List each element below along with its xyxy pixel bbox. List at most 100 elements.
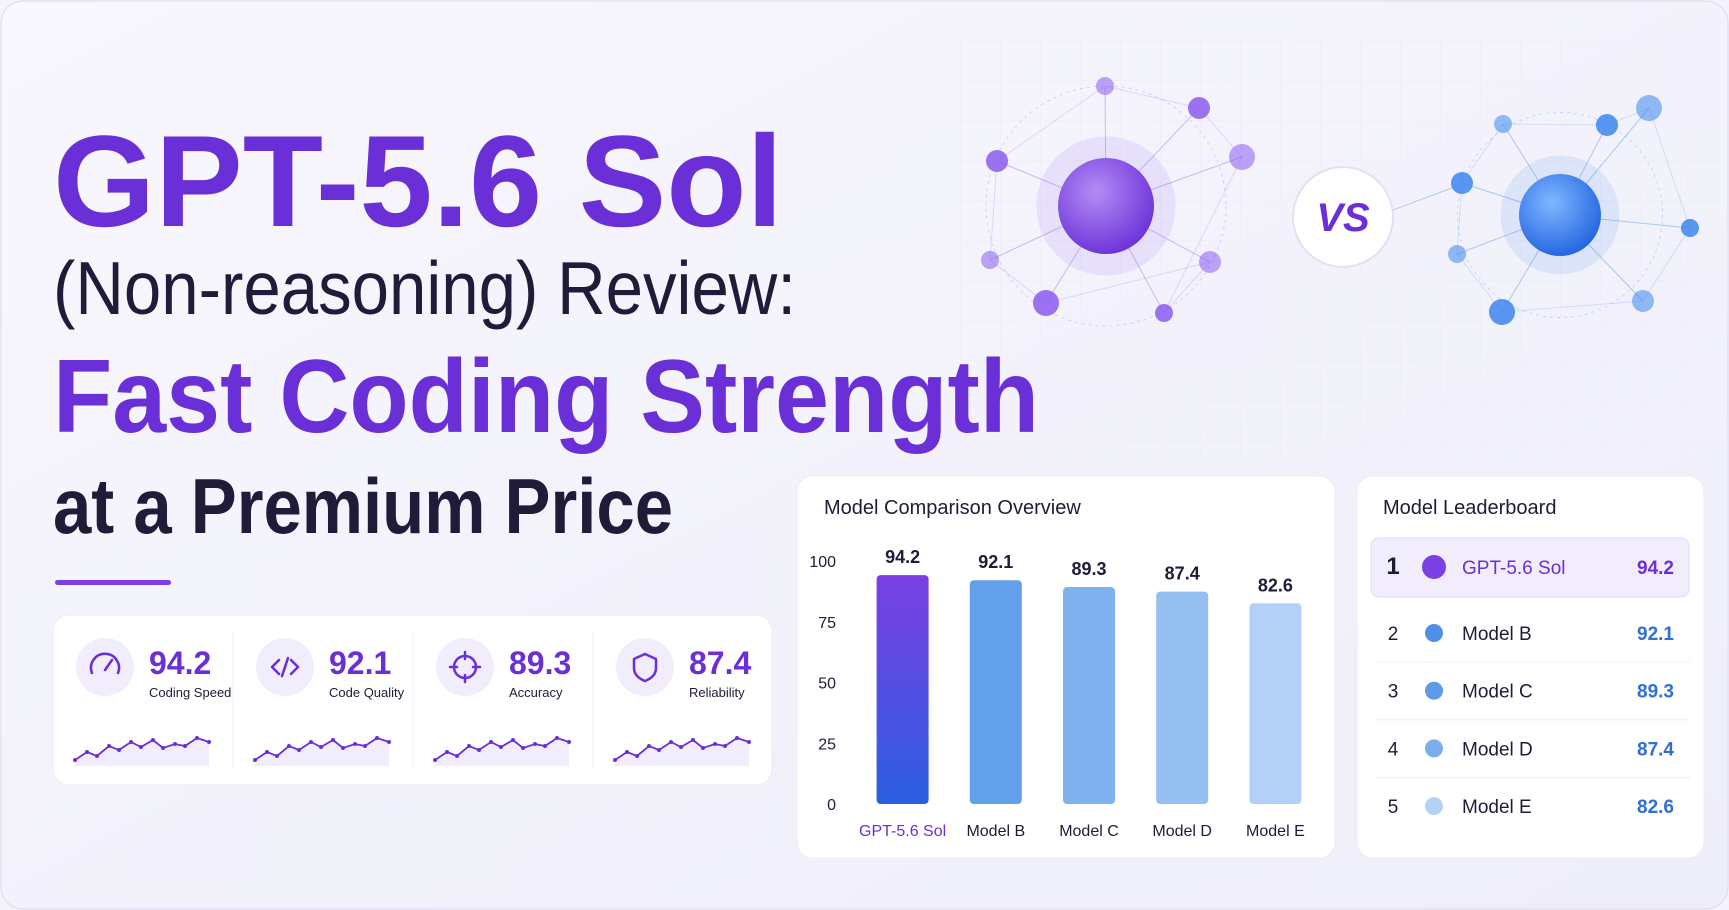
network-ring bbox=[1457, 112, 1663, 318]
sparkline-dot bbox=[161, 746, 165, 750]
sparkline-dot bbox=[363, 744, 367, 748]
model-name: Model B bbox=[1462, 624, 1532, 645]
model-name: Model D bbox=[1462, 739, 1533, 760]
sparkline-dot bbox=[613, 758, 617, 762]
bar bbox=[1063, 587, 1115, 804]
y-tick-label: 25 bbox=[818, 736, 836, 753]
chart: 0 25 50 75 100 94.2 GPT-5.6 Sol 92.1 Model B 89.3… bbox=[809, 547, 1304, 840]
x-tick-label: Model B bbox=[966, 823, 1025, 840]
sparkline-dot bbox=[499, 745, 503, 749]
value-label: 92.1 bbox=[978, 552, 1013, 572]
value-label: 82.6 bbox=[1258, 575, 1293, 595]
sparkline-dot bbox=[341, 746, 345, 750]
sparkline-dot bbox=[85, 750, 89, 754]
rank: 2 bbox=[1388, 624, 1399, 645]
rank: 4 bbox=[1388, 739, 1399, 760]
sparkline-dot bbox=[489, 740, 493, 744]
title-line: Fast Coding Strength bbox=[53, 339, 1039, 455]
network-node bbox=[1229, 144, 1255, 170]
stat-icon bbox=[270, 656, 300, 678]
sparkline-dot bbox=[555, 736, 559, 740]
network-node bbox=[1448, 245, 1466, 263]
sparkline-dot bbox=[511, 738, 515, 742]
chart-title: Model Comparison Overview bbox=[824, 497, 1081, 519]
value-label: 89.3 bbox=[1071, 559, 1106, 579]
stat-value: 92.1 bbox=[329, 645, 391, 681]
stat-label: Coding Speed bbox=[149, 685, 231, 700]
sparkline-dot bbox=[647, 744, 651, 748]
stat-label: Accuracy bbox=[509, 685, 563, 700]
sparkline-dot bbox=[151, 738, 155, 742]
stat-icon-bg bbox=[436, 638, 494, 696]
stat-icon bbox=[448, 650, 482, 684]
sparkline-dot bbox=[375, 736, 379, 740]
sparkline-dot bbox=[253, 758, 257, 762]
stat-label: Code Quality bbox=[329, 685, 405, 700]
network-node bbox=[1033, 290, 1059, 316]
rank: 3 bbox=[1388, 682, 1399, 703]
sparkline-dot bbox=[95, 754, 99, 758]
model-score: 94.2 bbox=[1637, 558, 1674, 579]
sparkline-dot bbox=[331, 738, 335, 742]
stat-icon bbox=[632, 652, 658, 683]
sparkline-dot bbox=[543, 744, 547, 748]
stat-value: 87.4 bbox=[689, 645, 751, 681]
network-node bbox=[1681, 219, 1699, 237]
stat-label: Reliability bbox=[689, 685, 745, 700]
model-score: 92.1 bbox=[1637, 624, 1674, 645]
value-label: 87.4 bbox=[1165, 564, 1200, 584]
bar bbox=[969, 580, 1022, 804]
sparkline-dot bbox=[265, 750, 269, 754]
network-link bbox=[1104, 85, 1200, 109]
model-name: GPT-5.6 Sol bbox=[1462, 558, 1566, 579]
x-tick-label: Model E bbox=[1246, 823, 1305, 840]
sparkline-dot bbox=[107, 744, 111, 748]
sparkline-dot bbox=[195, 736, 199, 740]
leaderboard-title: Model Leaderboard bbox=[1383, 497, 1556, 519]
sparkline-dot bbox=[455, 754, 459, 758]
stat-icon-bg bbox=[616, 638, 674, 696]
x-tick-label: Model C bbox=[1059, 823, 1119, 840]
network-node bbox=[1489, 299, 1515, 325]
network-node bbox=[1451, 172, 1473, 194]
sparkline-dot bbox=[467, 744, 471, 748]
y-tick-label: 50 bbox=[818, 676, 836, 693]
y-tick-label: 75 bbox=[818, 615, 836, 632]
sparkline-dot bbox=[713, 742, 717, 746]
network-link bbox=[1045, 261, 1211, 304]
model-score: 87.4 bbox=[1637, 739, 1674, 760]
network-link bbox=[1502, 123, 1608, 126]
model-dot bbox=[1425, 624, 1443, 642]
network-node bbox=[981, 251, 999, 269]
sparkline-dot bbox=[297, 748, 301, 752]
stat-value: 94.2 bbox=[149, 645, 211, 681]
title-line: (Non-reasoning) Review: bbox=[53, 246, 796, 330]
sparkline-dot bbox=[275, 754, 279, 758]
rank: 5 bbox=[1388, 797, 1399, 818]
title-underline bbox=[55, 580, 171, 585]
vs-badge bbox=[1292, 166, 1394, 268]
sparkline-dot bbox=[625, 750, 629, 754]
network-link bbox=[996, 85, 1106, 162]
sparkline-dot bbox=[747, 740, 751, 744]
model-name: Model C bbox=[1462, 682, 1533, 703]
bar bbox=[1156, 591, 1209, 804]
network-link bbox=[1392, 184, 1461, 211]
network-link bbox=[1163, 261, 1211, 314]
bar bbox=[1249, 603, 1302, 804]
vs-text: VS bbox=[1316, 196, 1370, 240]
sparkline-dot bbox=[139, 745, 143, 749]
network-node bbox=[1632, 290, 1654, 312]
sparkline-dot bbox=[183, 744, 187, 748]
sparkline-dot bbox=[635, 754, 639, 758]
stat-icon-bg bbox=[76, 638, 134, 696]
network-link bbox=[1501, 300, 1644, 313]
sparkline-dot bbox=[679, 745, 683, 749]
network-core bbox=[1519, 174, 1601, 256]
network-link bbox=[1648, 107, 1691, 229]
sparkline-dot bbox=[207, 740, 211, 744]
title-line: at a Premium Price bbox=[53, 462, 673, 550]
model-dot bbox=[1425, 681, 1443, 700]
sparkline-dot bbox=[723, 744, 727, 748]
x-tick-label: Model D bbox=[1152, 823, 1212, 840]
